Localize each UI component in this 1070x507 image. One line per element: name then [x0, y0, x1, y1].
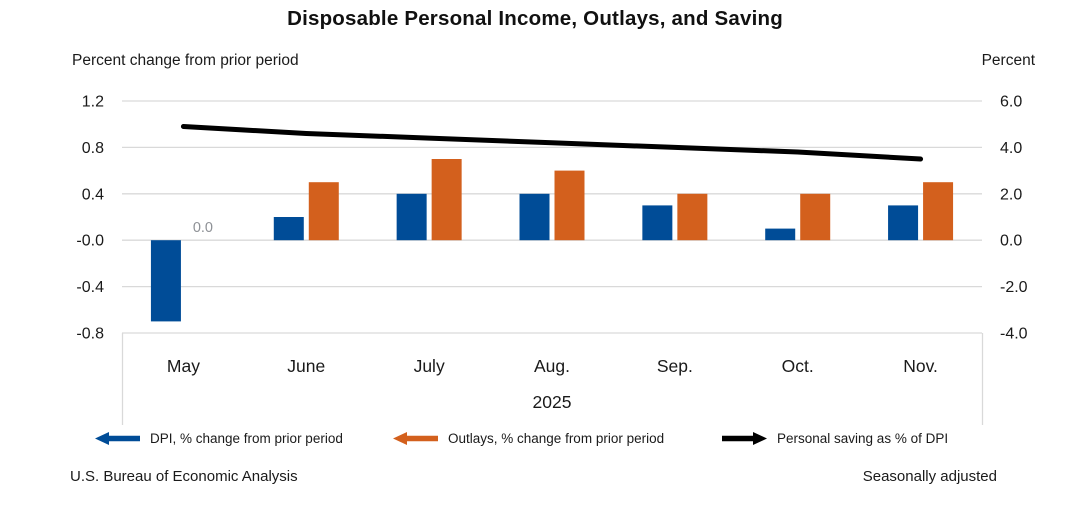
personal-saving-line — [180, 124, 924, 162]
legend-marker-shape — [95, 432, 140, 445]
dpi-bar-aug — [519, 193, 550, 241]
x-axis-label-nov: Nov. — [903, 356, 938, 376]
legend-label: Outlays, % change from prior period — [448, 431, 665, 446]
x-axis-label-may: May — [167, 356, 200, 376]
dpi-bar-june — [273, 217, 304, 241]
outlays-bar-sep — [677, 193, 708, 241]
left-axis-title: Percent change from prior period — [72, 52, 299, 69]
outlays-bar-aug — [554, 170, 585, 241]
y-axis-tick-left: 0.4 — [82, 186, 104, 203]
arrow-left-icon — [393, 432, 438, 445]
legend-label: DPI, % change from prior period — [150, 431, 343, 446]
y-axis-tick-left: -0.8 — [76, 326, 104, 343]
outlays-bar-nov — [923, 182, 954, 241]
legend-item-dpi: DPI, % change from prior period — [95, 431, 343, 446]
y-axis-tick-right: 4.0 — [1000, 140, 1022, 157]
arrow-right-icon — [722, 432, 767, 445]
legend-label: Personal saving as % of DPI — [777, 431, 949, 446]
y-axis-tick-right: 2.0 — [1000, 186, 1022, 203]
y-axis-tick-right: 0.0 — [1000, 233, 1022, 250]
dpi-bar-oct — [765, 228, 796, 241]
dpi-bar-july — [396, 193, 427, 241]
dpi-bar-sep — [642, 205, 673, 241]
legend-item-saving: Personal saving as % of DPI — [722, 431, 948, 446]
y-axis-tick-left: 0.8 — [82, 140, 104, 157]
x-axis-label-july: July — [414, 356, 445, 376]
right-axis-title: Percent — [981, 52, 1035, 69]
arrow-left-icon — [95, 432, 140, 445]
y-axis-tick-left: 1.2 — [82, 94, 104, 111]
chart-legend: DPI, % change from prior period Outlays, … — [0, 431, 1070, 453]
dpi-bar-may — [150, 240, 181, 322]
chart-title: Disposable Personal Income, Outlays, and… — [287, 7, 783, 30]
outlays-bar-oct — [800, 193, 831, 241]
outlays-bar-july — [431, 159, 462, 241]
x-axis-label-oct: Oct. — [782, 356, 814, 376]
source-note: U.S. Bureau of Economic Analysis — [70, 468, 298, 485]
adjustment-note: Seasonally adjusted — [862, 468, 997, 485]
y-axis-tick-right: -4.0 — [1000, 326, 1028, 343]
zero-value-label: 0.0 — [193, 220, 213, 236]
legend-marker-shape — [393, 432, 438, 445]
dpi-bar-nov — [888, 205, 919, 241]
y-axis-tick-left: -0.0 — [76, 233, 104, 250]
outlays-bar-june — [308, 182, 339, 241]
x-axis-label-june: June — [287, 356, 325, 376]
x-axis-label-sep: Sep. — [657, 356, 693, 376]
legend-marker-shape — [722, 432, 767, 445]
plot-area: 1.2 6.0 0.8 4.0 0.4 2.0 -0.0 0.0 -0.4 -2.0 -0.8 -4.… — [76, 94, 1028, 425]
y-axis-tick-right: -2.0 — [1000, 279, 1028, 296]
legend-item-outlays: Outlays, % change from prior period — [393, 431, 664, 446]
x-axis-year-label: 2025 — [533, 392, 572, 412]
y-axis-tick-right: 6.0 — [1000, 94, 1022, 111]
y-axis-tick-left: -0.4 — [76, 279, 104, 296]
x-axis-label-aug: Aug. — [534, 356, 570, 376]
